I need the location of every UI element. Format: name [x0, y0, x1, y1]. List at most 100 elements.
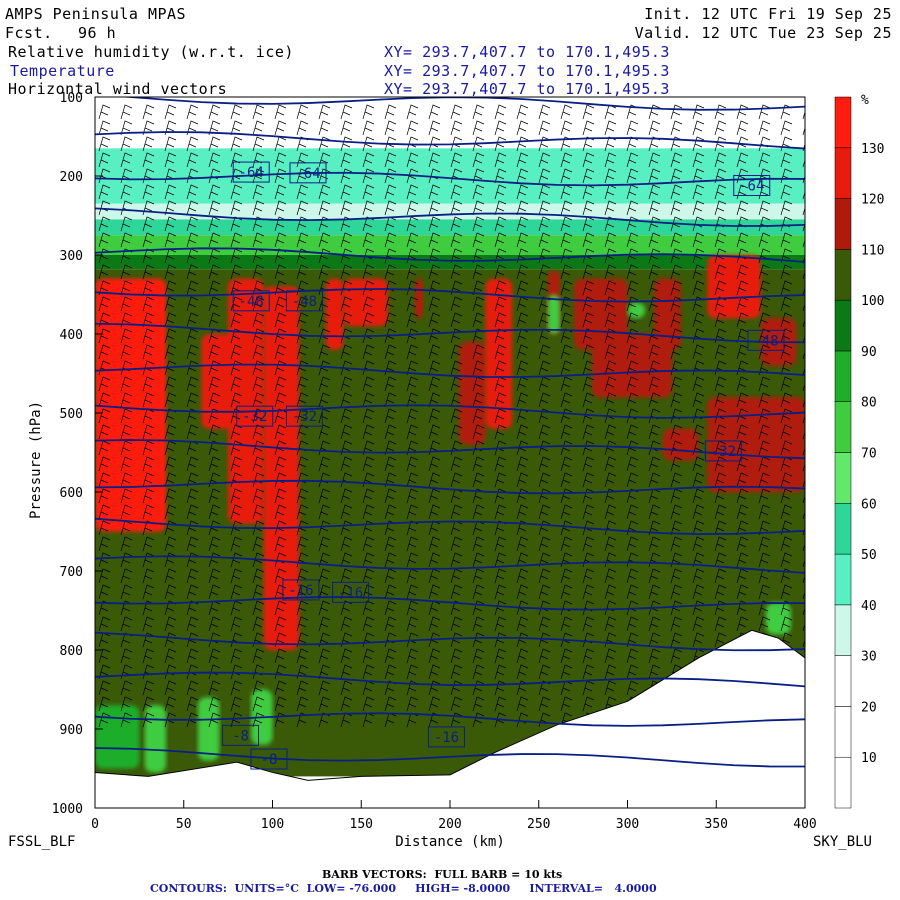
wind-barb — [274, 104, 287, 120]
wind-barb — [516, 232, 529, 248]
wind-barb — [494, 280, 507, 296]
wind-barb — [384, 200, 397, 216]
wind-barb — [560, 280, 573, 296]
wind-barb — [714, 232, 727, 248]
wind-barb — [516, 264, 529, 280]
wind-barb — [494, 248, 507, 264]
wind-barb — [230, 312, 243, 328]
contour-label: -8 — [250, 748, 288, 770]
wind-barb — [208, 456, 221, 472]
wind-barb — [296, 376, 309, 392]
wind-barb — [318, 648, 331, 664]
wind-barb — [802, 302, 805, 312]
wind-barb — [494, 312, 507, 328]
wind-barb — [604, 472, 617, 488]
wind-barb — [120, 296, 133, 312]
field-name-wind: Horizontal wind vectors — [8, 80, 228, 98]
wind-barb — [186, 696, 199, 712]
wind-barb — [758, 200, 771, 216]
wind-barb — [736, 184, 749, 200]
wind-barb — [318, 600, 331, 616]
wind-barb — [120, 344, 133, 360]
temperature-contour — [95, 404, 805, 419]
wind-barb — [472, 616, 485, 632]
wind-barb — [780, 360, 793, 376]
wind-barb — [780, 248, 793, 264]
wind-barb — [362, 568, 375, 584]
wind-barb — [714, 328, 727, 344]
wind-barb — [714, 264, 727, 280]
wind-barb — [230, 136, 243, 152]
wind-barb — [164, 696, 177, 712]
wind-barb — [318, 168, 331, 184]
contour-label-box — [222, 724, 260, 746]
wind-barb — [186, 472, 199, 488]
wind-barb — [384, 504, 397, 520]
wind-barb — [780, 232, 793, 248]
wind-barb — [736, 120, 749, 136]
wind-barb — [428, 632, 441, 648]
wind-barb — [516, 360, 529, 376]
wind-barb — [120, 568, 133, 584]
wind-barb — [648, 584, 661, 600]
wind-barb — [186, 120, 199, 136]
colorbar-bin — [834, 553, 852, 606]
contour-label-box — [332, 581, 370, 603]
wind-barb — [186, 424, 199, 440]
wind-barb — [758, 520, 771, 536]
wind-barb — [362, 600, 375, 616]
wind-barb — [318, 664, 331, 680]
wind-barb — [120, 712, 133, 728]
wind-barb — [648, 328, 661, 344]
wind-barb — [802, 558, 805, 568]
wind-barb — [758, 360, 771, 376]
wind-barb — [780, 408, 793, 424]
contour-label-text: -32 — [292, 409, 317, 425]
init-time: Init. 12 UTC Fri 19 Sep 25 — [644, 5, 892, 23]
wind-barb — [318, 456, 331, 472]
wind-barb — [560, 456, 573, 472]
y-tick-label: 700 — [60, 565, 83, 580]
wind-barb — [120, 696, 133, 712]
wind-barb — [648, 456, 661, 472]
wind-barb — [164, 200, 177, 216]
wind-barb — [384, 120, 397, 136]
wind-barb — [318, 680, 331, 696]
wind-barb — [736, 200, 749, 216]
wind-barb — [758, 328, 771, 344]
wind-barb — [296, 504, 309, 520]
wind-barb — [560, 664, 573, 680]
wind-barb — [120, 120, 133, 136]
wind-barb — [142, 680, 155, 696]
wind-barb — [538, 568, 551, 584]
contour-label: -32 — [704, 440, 742, 462]
rh-region — [197, 697, 220, 761]
wind-barb — [450, 472, 463, 488]
contour-label: -8 — [222, 724, 260, 746]
wind-barb — [120, 104, 133, 120]
temperature-contour — [95, 247, 805, 263]
wind-barb — [252, 200, 265, 216]
wind-barb — [648, 264, 661, 280]
wind-barb — [494, 456, 507, 472]
wind-barb — [142, 712, 155, 728]
wind-barb — [252, 600, 265, 616]
wind-barb — [384, 648, 397, 664]
wind-barb — [758, 152, 771, 168]
wind-barb — [802, 494, 805, 504]
y-tick-label: 500 — [60, 407, 83, 422]
wind-barb — [428, 552, 441, 568]
wind-barb — [450, 712, 463, 728]
wind-barb — [538, 264, 551, 280]
wind-barb — [494, 472, 507, 488]
wind-barb — [450, 616, 463, 632]
wind-barb — [472, 504, 485, 520]
colorbar-bin — [834, 706, 852, 758]
wind-barb — [714, 120, 727, 136]
wind-barb — [142, 568, 155, 584]
wind-barb — [472, 136, 485, 152]
y-tick-label: 600 — [60, 486, 83, 501]
contour-label-box — [232, 161, 270, 183]
wind-barb — [604, 568, 617, 584]
wind-barb — [538, 456, 551, 472]
